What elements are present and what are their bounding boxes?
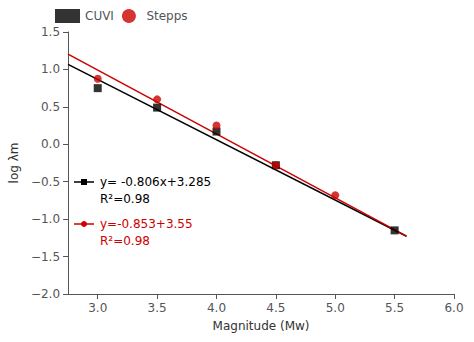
svg-text:CUVI: CUVI [85, 9, 114, 23]
svg-text:R²=0.98: R²=0.98 [100, 234, 150, 248]
svg-text:−1.5: −1.5 [31, 250, 60, 264]
svg-text:Magnitude (Mw): Magnitude (Mw) [213, 319, 310, 333]
svg-text:−2.0: −2.0 [31, 287, 60, 301]
svg-text:Stepps: Stepps [146, 9, 187, 23]
svg-text:R²=0.98: R²=0.98 [100, 192, 150, 206]
svg-text:−0.5: −0.5 [31, 175, 60, 189]
svg-text:−1.0: −1.0 [31, 212, 60, 226]
svg-text:y=-0.853+3.55: y=-0.853+3.55 [100, 217, 193, 231]
svg-text:y= -0.806x+3.285: y= -0.806x+3.285 [100, 175, 211, 189]
svg-text:1.5: 1.5 [41, 25, 60, 39]
svg-text:4.5: 4.5 [266, 301, 285, 315]
svg-text:3.0: 3.0 [88, 301, 107, 315]
svg-text:0.0: 0.0 [41, 137, 60, 151]
svg-text:3.5: 3.5 [148, 301, 167, 315]
svg-text:log λm: log λm [7, 143, 21, 184]
svg-text:5.5: 5.5 [385, 301, 404, 315]
svg-text:5.0: 5.0 [326, 301, 345, 315]
svg-text:6.0: 6.0 [444, 301, 463, 315]
svg-text:4.0: 4.0 [207, 301, 226, 315]
svg-text:0.5: 0.5 [41, 100, 60, 114]
svg-text:1.0: 1.0 [41, 62, 60, 76]
